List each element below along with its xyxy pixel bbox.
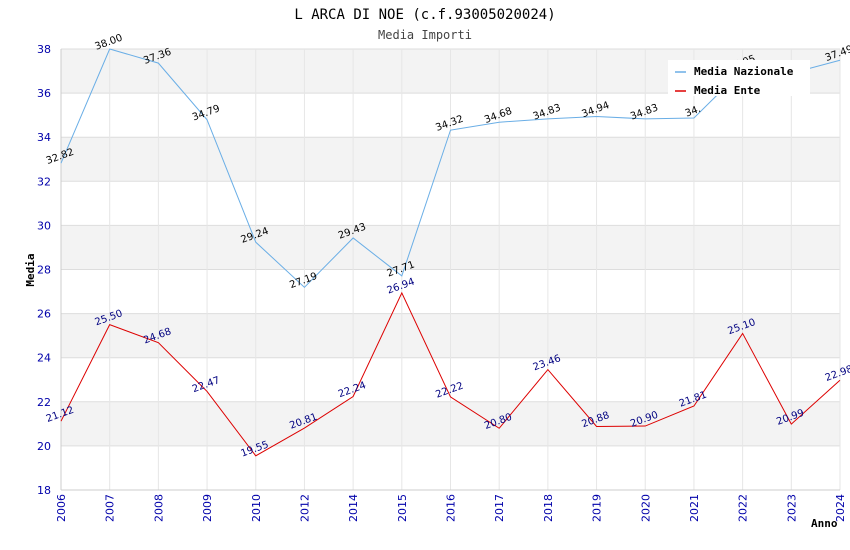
- legend: Media Nazionale Media Ente: [668, 60, 810, 97]
- series-lines: [60, 48, 841, 457]
- y-tick-label: 34: [37, 131, 51, 144]
- data-label: 22.98: [824, 364, 850, 384]
- y-tick-label: 38: [37, 43, 51, 56]
- x-tick-label: 2009: [201, 494, 214, 522]
- y-tick-labels: 18 20 22 24 26 28 30 32 34 36 38: [37, 43, 51, 497]
- x-tick-label: 2020: [639, 494, 652, 522]
- data-label: 34.: [684, 104, 703, 120]
- x-tick-label: 2010: [250, 494, 263, 522]
- legend-label-media-nazionale: Media Nazionale: [694, 65, 794, 78]
- y-tick-label: 22: [37, 396, 51, 409]
- data-label: 22.47: [191, 375, 222, 395]
- series-line-0: [60, 48, 841, 289]
- y-tick-label: 20: [37, 440, 51, 453]
- grid-lines: [60, 48, 841, 491]
- data-label: 34.68: [483, 106, 514, 126]
- x-axis-label: Anno: [811, 517, 838, 530]
- y-tick-label: 30: [37, 219, 51, 232]
- x-tick-label: 2024: [834, 494, 847, 522]
- y-tick-label: 36: [37, 87, 51, 100]
- x-tick-label: 2019: [591, 494, 604, 522]
- legend-box: [668, 60, 810, 96]
- x-tick-label: 2007: [104, 494, 117, 522]
- y-tick-label: 32: [37, 175, 51, 188]
- legend-label-media-ente: Media Ente: [694, 84, 761, 97]
- chart-subtitle: Media Importi: [378, 28, 472, 42]
- y-tick-label: 24: [37, 352, 51, 365]
- y-axis-label: Media: [24, 253, 37, 286]
- data-label: 34.32: [434, 114, 465, 134]
- y-tick-label: 28: [37, 264, 51, 277]
- x-tick-labels: 2006 2007 2008 2009 2010 2012 2014 2015 2016 2017…: [55, 494, 847, 522]
- x-tick-label: 2016: [445, 494, 458, 522]
- x-tick-label: 2018: [542, 494, 555, 522]
- y-tick-label: 26: [37, 308, 51, 321]
- chart-title: L ARCA DI NOE (c.f.93005020024): [294, 7, 555, 23]
- series-line-1: [60, 291, 841, 457]
- x-tick-label: 2014: [347, 494, 360, 522]
- y-tick-label: 18: [37, 484, 51, 497]
- x-tick-label: 2008: [152, 494, 165, 522]
- x-tick-label: 2017: [493, 494, 506, 522]
- data-label: 34.83: [532, 102, 563, 122]
- x-tick-label: 2012: [298, 494, 311, 522]
- data-label: 27.19: [288, 271, 319, 291]
- x-tick-label: 2023: [785, 494, 798, 522]
- x-tick-label: 2022: [737, 494, 750, 522]
- x-tick-label: 2021: [688, 494, 701, 522]
- x-tick-label: 2006: [55, 494, 68, 522]
- data-label: 34.83: [629, 102, 660, 122]
- data-label: 22.22: [434, 381, 465, 401]
- x-tick-label: 2015: [396, 494, 409, 522]
